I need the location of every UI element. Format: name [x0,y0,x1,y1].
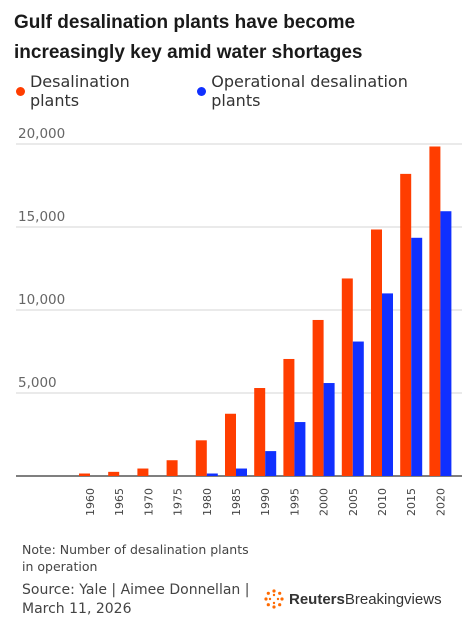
chart-source: Source: Yale | Aimee Donnellan | March 1… [22,582,250,617]
y-tick-label: 10,000 [18,292,65,308]
bar-desalination [312,319,324,476]
x-tick-label: 1970 [142,488,155,516]
brand-logo: Reuters Breakingviews [263,588,442,610]
x-tick-label: 1975 [172,488,185,516]
y-tick-label: 5,000 [18,375,57,391]
x-tick-label: 1960 [84,488,97,516]
legend-dot-icon [197,86,207,96]
bar-operational [411,237,423,476]
bar-operational [236,468,247,476]
legend: Desalination plants Operational desalina… [16,72,475,110]
bar-desalination [400,173,412,476]
legend-item-desalination: Desalination plants [16,72,183,110]
brand-name-bold: Reuters [289,590,345,608]
x-tick-label: 2015 [405,488,418,516]
bar-operational [265,451,277,476]
x-tick-label: 2005 [347,488,360,516]
x-tick-label: 1980 [201,488,214,516]
bar-desalination [429,146,441,477]
bar-operational [294,422,306,476]
bar-desalination [166,460,178,476]
y-tick-label: 15,000 [18,209,65,225]
brand-name-rest: Breakingviews [344,590,442,608]
bar-desalination [371,229,382,476]
bar-desalination [254,388,266,476]
bar-desalination [341,278,353,476]
legend-item-operational: Operational desalination plants [197,72,461,110]
legend-label: Operational desalination plants [211,72,408,110]
bar-desalination [137,468,149,476]
x-tick-label: 1985 [230,488,243,516]
bar-chart: 20,000 15,000 10,000 5,000 1960 1965 1970 1975 1… [16,126,462,516]
bar-desalination [195,440,207,476]
x-tick-label: 1965 [113,488,126,516]
bar-operational [323,383,335,476]
reuters-logo-icon [264,589,284,609]
legend-label: Desalination plants [29,72,130,110]
bar-operational [440,211,452,476]
chart-title: Gulf desalination plants have become inc… [14,12,363,63]
bar-operational [352,341,364,476]
x-tick-label: 2000 [318,488,331,516]
bar-desalination [108,471,120,476]
bar-desalination [283,358,295,476]
y-tick-label: 20,000 [18,126,65,142]
x-tick-label: 2010 [376,488,389,516]
x-tick-label: 2020 [434,488,447,516]
x-tick-label: 1990 [259,488,272,516]
bar-operational [206,473,218,476]
bar-desalination [79,473,90,476]
chart-note: Note: Number of desalination plants in o… [22,542,249,574]
legend-dot-icon [16,86,25,96]
x-tick-label: 1995 [288,488,301,516]
bar-operational [382,293,393,476]
bar-desalination [225,413,236,476]
